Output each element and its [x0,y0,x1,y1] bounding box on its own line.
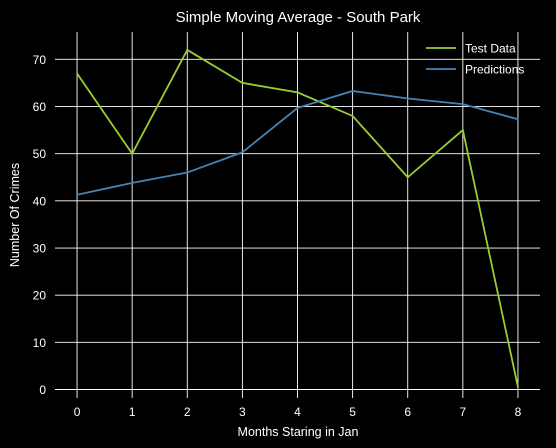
data-point [296,91,299,94]
data-point [186,171,189,174]
legend-label: Test Data [465,42,516,56]
chart-title: Simple Moving Average - South Park [176,9,421,26]
ticks: 0 1 2 3 4 5 6 7 8 0 10 20 30 40 50 60 70 [33,53,522,419]
data-point [406,97,409,100]
data-point [461,103,464,106]
x-tick-label: 7 [459,405,466,419]
x-tick-label: 1 [129,405,136,419]
y-tick-label: 40 [33,194,47,208]
y-tick-label: 70 [33,53,47,67]
series-lines [76,48,519,389]
y-tick-label: 30 [33,242,47,256]
x-tick-label: 0 [74,405,81,419]
x-tick-label: 3 [239,405,246,419]
data-point [351,90,354,92]
x-tick-label: 6 [404,405,411,419]
data-point [517,386,519,389]
data-point [517,118,519,121]
data-point [241,151,244,154]
x-axis-label: Months Staring in Jan [238,425,359,439]
data-point [186,49,189,51]
data-point [461,129,464,132]
legend-label: Predictions [465,63,524,77]
grid [55,32,540,398]
x-tick-label: 2 [184,405,191,419]
x-tick-label: 4 [294,405,301,419]
data-point [131,152,134,155]
data-point [241,82,244,84]
data-point [76,72,78,75]
data-point [131,182,134,184]
x-tick-label: 8 [515,405,522,419]
y-axis-label: Number Of Crimes [8,163,22,267]
data-point [351,115,354,117]
legend: Test Data Predictions [426,42,524,77]
y-tick-label: 60 [33,100,47,114]
data-point [76,193,78,196]
x-tick-label: 5 [349,405,356,419]
data-point [296,107,299,109]
y-tick-label: 50 [33,147,47,161]
y-tick-label: 0 [39,383,46,397]
data-point [406,176,409,179]
y-tick-label: 10 [33,336,47,350]
y-tick-label: 20 [33,289,47,303]
